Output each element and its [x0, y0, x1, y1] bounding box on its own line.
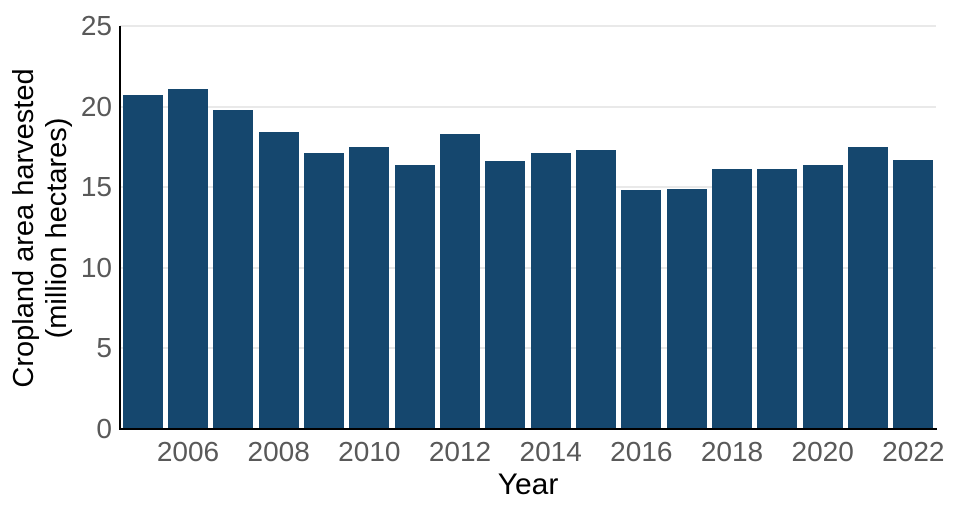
bar-2013 — [485, 161, 526, 429]
y-tick-label-10: 10 — [80, 251, 112, 283]
plot-area — [120, 25, 936, 429]
x-tick-label-2018: 2018 — [700, 436, 764, 467]
bar-2008 — [258, 132, 299, 429]
bar-2021 — [847, 146, 889, 429]
bar-2007 — [213, 109, 254, 429]
bar-2022 — [893, 159, 934, 429]
bar-2017 — [666, 188, 707, 429]
x-axis-spine — [119, 428, 937, 430]
y-tick-label-15: 15 — [80, 171, 112, 203]
y-tick-label-25: 25 — [80, 10, 112, 41]
x-tick-label-2010: 2010 — [338, 436, 401, 467]
gridline-y-25 — [120, 25, 936, 27]
bar-2015 — [575, 150, 617, 429]
bar-2020 — [802, 164, 843, 429]
bar-2009 — [303, 153, 345, 429]
x-tick-label-2022: 2022 — [882, 436, 945, 467]
x-tick-label-2016: 2016 — [610, 436, 673, 467]
x-tick-label-2020: 2020 — [791, 436, 854, 467]
bar-2011 — [394, 164, 435, 429]
y-tick-label-5: 5 — [96, 332, 112, 364]
x-tick-label-2012: 2012 — [428, 436, 492, 467]
gridline-y-15 — [120, 186, 936, 189]
bar-2010 — [349, 146, 390, 429]
gridline-y-20 — [120, 105, 936, 108]
x-tick-label-2014: 2014 — [519, 436, 582, 467]
bar-2014 — [530, 153, 571, 429]
x-tick-label-2008: 2008 — [247, 436, 310, 467]
x-tick-label-2006: 2006 — [156, 436, 220, 467]
bar-2005 — [122, 95, 163, 429]
y-tick-label-0: 0 — [96, 413, 112, 444]
gridline-y-5 — [120, 347, 936, 350]
bar-2019 — [757, 169, 798, 429]
bar-2018 — [711, 169, 753, 429]
bar-2012 — [439, 134, 481, 429]
y-axis-spine — [119, 26, 121, 430]
gridline-y-10 — [120, 266, 936, 269]
bar-2016 — [621, 190, 662, 429]
y-tick-label-20: 20 — [80, 90, 112, 122]
x-axis-title: Year — [497, 468, 559, 501]
bar-2006 — [167, 88, 209, 429]
